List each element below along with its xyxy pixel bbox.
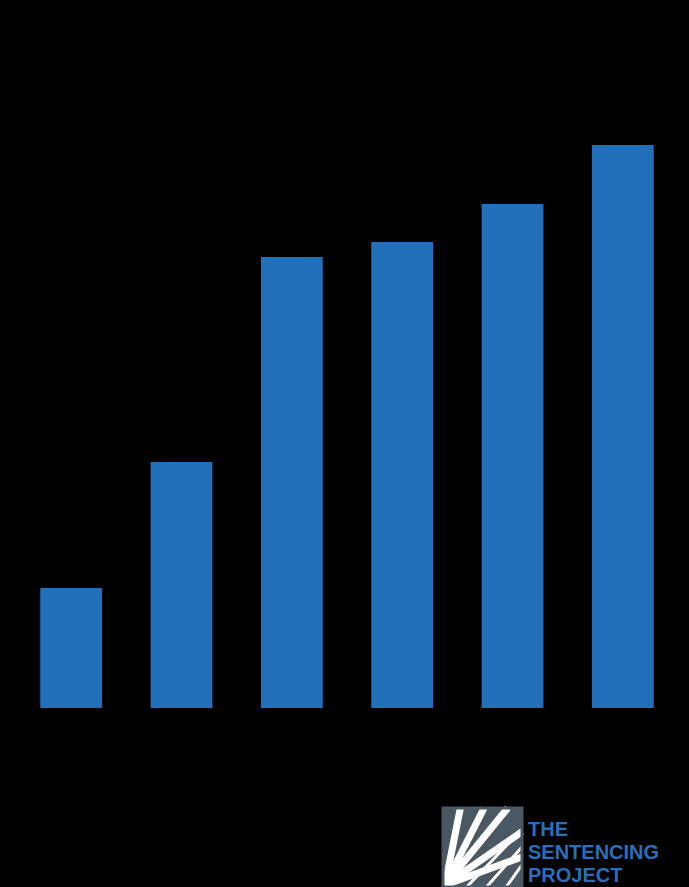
logo-stripe xyxy=(506,865,522,887)
logo: THESENTENCINGPROJECT xyxy=(443,808,659,887)
logo-stripe xyxy=(486,847,522,887)
logo-stripe xyxy=(467,829,522,887)
bar xyxy=(151,462,213,708)
bars xyxy=(40,145,653,708)
logo-stripe xyxy=(445,808,460,885)
y-axis-line xyxy=(16,109,17,709)
logo-icon xyxy=(443,808,522,887)
logo-border xyxy=(443,808,522,887)
x-axis-line xyxy=(17,708,679,709)
y-axis xyxy=(16,109,17,709)
background xyxy=(0,0,689,887)
bar xyxy=(482,204,544,708)
bar xyxy=(371,242,433,708)
plot xyxy=(17,109,679,709)
x-axis xyxy=(17,708,679,710)
bar xyxy=(592,145,654,708)
logo-text: THESENTENCINGPROJECT xyxy=(528,818,659,886)
chart: THESENTENCINGPROJECT xyxy=(0,0,689,887)
bar xyxy=(261,257,323,708)
bar xyxy=(40,588,102,708)
